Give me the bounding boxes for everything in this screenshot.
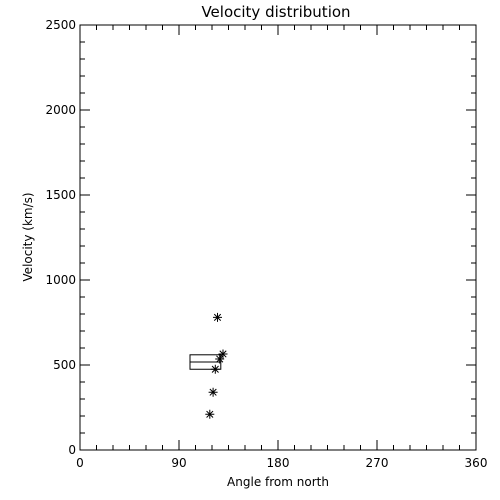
x-tick-label: 360 <box>465 456 488 470</box>
y-tick-label: 1500 <box>45 188 76 202</box>
x-tick-label: 0 <box>76 456 84 470</box>
x-tick-label: 90 <box>171 456 186 470</box>
y-tick-label: 2000 <box>45 103 76 117</box>
x-axis-label: Angle from north <box>227 475 329 489</box>
y-tick-label: 2500 <box>45 18 76 32</box>
data-point <box>208 387 218 397</box>
y-tick-label: 0 <box>68 443 76 457</box>
y-axis-label: Velocity (km/s) <box>21 192 35 281</box>
y-tick-label: 1000 <box>45 273 76 287</box>
y-tick-label: 500 <box>53 358 76 372</box>
x-tick-label: 180 <box>267 456 290 470</box>
data-point <box>210 364 220 374</box>
data-point <box>213 312 222 322</box>
chart-title: Velocity distribution <box>201 3 350 21</box>
data-point <box>215 354 225 364</box>
plot-area: 0 90 180 270 360 0 500 1000 1500 2000 2500 <box>45 18 487 470</box>
x-tick-label: 270 <box>366 456 389 470</box>
data-point <box>205 409 215 419</box>
data-point <box>218 349 228 359</box>
